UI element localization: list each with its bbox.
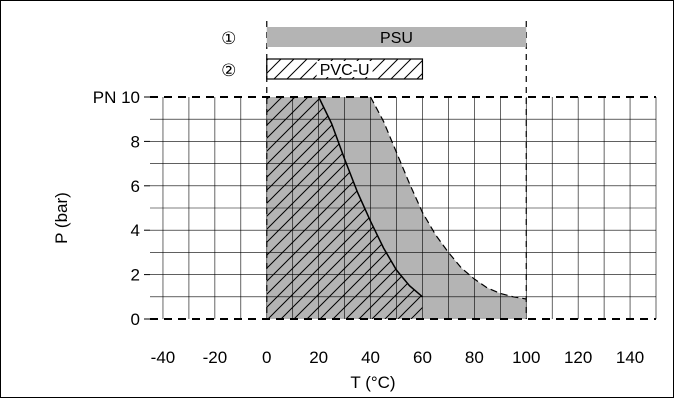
band-psu xyxy=(266,27,527,47)
y-tick-label: PN 10 xyxy=(93,88,140,107)
x-tick-label: -20 xyxy=(203,348,228,367)
x-tick-label: 40 xyxy=(361,348,380,367)
band-marker: ① xyxy=(221,29,236,48)
y-tick-label: 0 xyxy=(131,310,140,329)
y-tick-label: 4 xyxy=(131,221,140,240)
x-tick-label: 0 xyxy=(262,348,271,367)
curve-psu xyxy=(370,96,527,300)
y-axis-label: P (bar) xyxy=(52,192,71,244)
x-tick-label: 120 xyxy=(564,348,592,367)
x-tick-label: -40 xyxy=(151,348,176,367)
x-tick-label: 60 xyxy=(413,348,432,367)
band-label-backing xyxy=(316,61,373,77)
band-name-label: PVC-U xyxy=(320,62,370,79)
band-marker: ② xyxy=(221,61,236,80)
band-name-label: PSU xyxy=(380,30,413,47)
x-tick-label: 20 xyxy=(309,348,328,367)
curve-pvc-u xyxy=(317,96,423,298)
y-tick-label: 6 xyxy=(131,177,140,196)
y-tick-label: 2 xyxy=(131,266,140,285)
x-tick-label: 100 xyxy=(512,348,540,367)
x-tick-label: 80 xyxy=(465,348,484,367)
x-tick-label: 140 xyxy=(616,348,644,367)
x-axis-label: T (°C) xyxy=(350,373,395,392)
y-tick-label: 8 xyxy=(131,132,140,151)
